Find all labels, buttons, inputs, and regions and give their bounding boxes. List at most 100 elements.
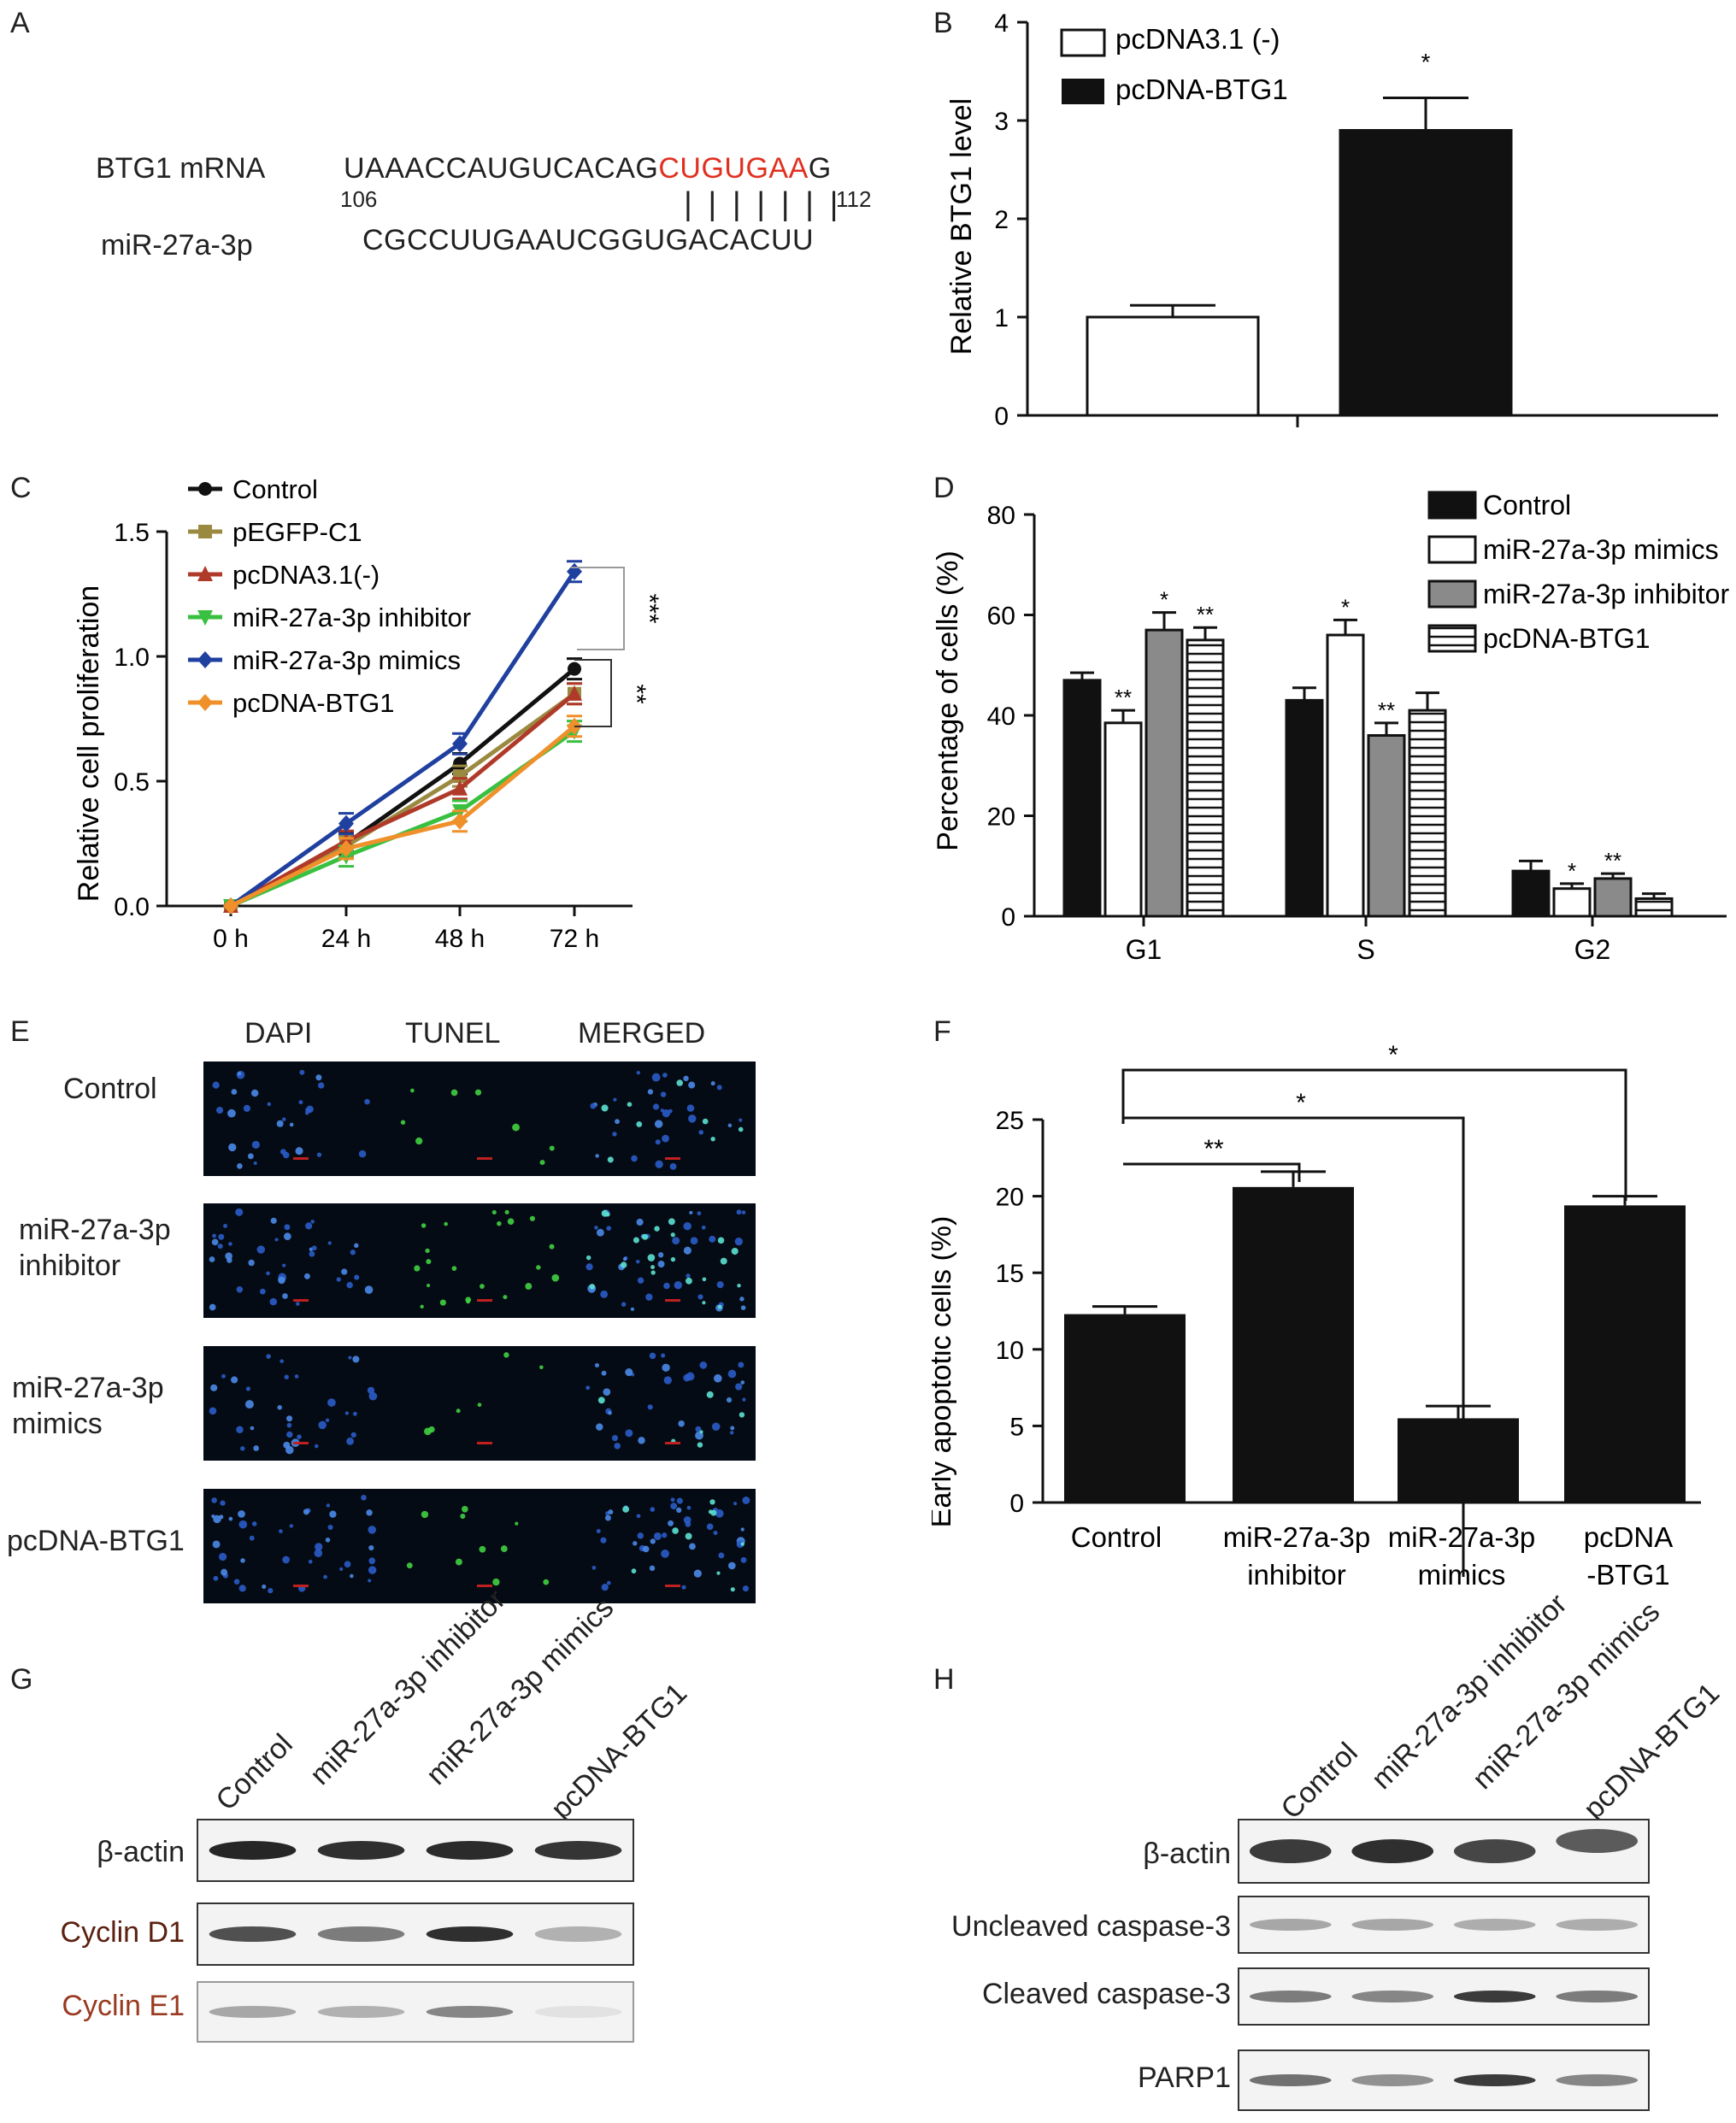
chart-c-legend-label: pcDNA-BTG1 — [232, 688, 394, 718]
dapi-nucleus — [281, 1117, 286, 1121]
dapi-nucleus — [209, 1303, 216, 1311]
dapi-nucleus — [236, 1426, 244, 1434]
dapi-nucleus — [604, 1514, 611, 1521]
dapi-nucleus — [699, 1361, 708, 1369]
tunel-positive-cell — [466, 1299, 471, 1304]
tunel-image-mimics — [203, 1346, 756, 1461]
dapi-nucleus — [661, 1549, 669, 1558]
position-start: 106 — [340, 186, 378, 212]
dapi-nucleus — [741, 1210, 746, 1214]
dapi-nucleus — [220, 1500, 226, 1506]
tunel-col-dapi: DAPI — [244, 1017, 313, 1050]
dapi-nucleus — [350, 1432, 356, 1438]
dapi-nucleus — [681, 1585, 686, 1590]
tunel-positive-cell — [507, 1218, 515, 1226]
dapi-nucleus — [633, 1541, 638, 1546]
dapi-nucleus — [310, 1220, 315, 1224]
scale-bar — [665, 1442, 680, 1444]
dapi-nucleus — [303, 1273, 310, 1279]
dapi-nucleus — [221, 1568, 228, 1576]
dapi-nucleus — [655, 1160, 663, 1168]
dapi-nucleus — [217, 1244, 223, 1250]
dapi-nucleus — [739, 1118, 743, 1122]
dapi-nucleus — [368, 1526, 377, 1534]
chart-c-legend-label: Control — [232, 474, 318, 504]
dapi-nucleus — [668, 1520, 674, 1526]
dapi-nucleus — [253, 1161, 257, 1166]
blot-band — [1556, 1919, 1639, 1931]
dapi-nucleus — [305, 1222, 313, 1230]
dapi-nucleus — [709, 1235, 716, 1243]
chart-c-ytick-label: 1.0 — [114, 644, 150, 672]
dapi-nucleus — [251, 1521, 257, 1526]
blot-band — [426, 1841, 514, 1860]
dapi-nucleus — [223, 1223, 227, 1228]
dapi-nucleus — [600, 1537, 607, 1544]
btg1-mrna-label: BTG1 mRNA — [96, 152, 266, 185]
dapi-nucleus — [688, 1114, 697, 1123]
tunel-image-inhibitor — [203, 1203, 756, 1318]
chart-c-series-line — [229, 570, 577, 909]
tunel-positive-cell — [738, 1126, 744, 1132]
dapi-nucleus — [278, 1276, 285, 1285]
chart-d-bar — [1552, 887, 1592, 918]
blot-band — [1453, 1991, 1536, 2002]
dapi-nucleus — [251, 1140, 260, 1149]
dapi-nucleus — [209, 1407, 217, 1415]
g-lane-mimics: miR-27a-3p mimics — [420, 1591, 621, 1791]
dapi-nucleus — [606, 1226, 612, 1231]
dapi-nucleus — [289, 1122, 294, 1127]
dapi-nucleus — [636, 1218, 644, 1226]
dapi-nucleus — [286, 1422, 292, 1428]
dapi-nucleus — [240, 1446, 245, 1451]
dapi-nucleus — [283, 1441, 291, 1449]
dapi-nucleus — [216, 1106, 224, 1114]
dapi-nucleus — [655, 1139, 661, 1145]
dapi-nucleus — [269, 1297, 278, 1306]
chart-f-sig-btg1: * — [1388, 1041, 1398, 1069]
h-row-actin: β-actin — [1143, 1838, 1231, 1870]
dapi-nucleus — [614, 1443, 621, 1450]
chart-b-ylabel: Relative BTG1 level — [945, 98, 978, 355]
blot-band — [1351, 1919, 1434, 1931]
h-blot-parp1 — [1238, 2049, 1650, 2111]
h-lane-btg1: pcDNA-BTG1 — [1577, 1677, 1727, 1826]
dapi-nucleus — [259, 1288, 266, 1295]
tunel-positive-cell — [647, 1254, 656, 1261]
dapi-nucleus — [608, 1410, 612, 1415]
blot-band — [1453, 1839, 1536, 1863]
chart-f-sig-inhibitor: ** — [1203, 1135, 1224, 1163]
chart-f-ylabel: Early apoptotic cells (%) — [932, 1216, 957, 1528]
chart-c-point — [567, 685, 582, 701]
tunel-positive-cell — [685, 1532, 692, 1540]
scale-bar — [477, 1442, 492, 1444]
tunel-positive-cell — [716, 1571, 721, 1575]
blot-band — [534, 1926, 622, 1942]
tunel-positive-cell — [479, 1545, 486, 1553]
chart-f-bar — [1064, 1314, 1186, 1503]
dapi-nucleus — [742, 1497, 750, 1504]
dapi-nucleus — [336, 1277, 341, 1282]
tunel-positive-cell — [504, 1209, 509, 1214]
dapi-nucleus — [672, 1237, 680, 1245]
dapi-nucleus — [726, 1397, 733, 1403]
dapi-nucleus — [240, 1558, 245, 1563]
dapi-nucleus — [267, 1102, 272, 1107]
dapi-nucleus — [622, 1256, 627, 1261]
tunel-positive-cell — [699, 1430, 703, 1434]
dapi-nucleus — [645, 1293, 653, 1301]
dapi-nucleus — [348, 1356, 352, 1360]
legend-b-0: pcDNA3.1 (-) — [1115, 23, 1280, 55]
dapi-nucleus — [621, 1302, 627, 1307]
dapi-nucleus — [298, 1100, 303, 1105]
dapi-nucleus — [733, 1502, 738, 1506]
dapi-nucleus — [653, 1532, 662, 1540]
chart-c-sig2: ** — [622, 684, 650, 704]
btg1-seq-seed: CUGUGAA — [658, 152, 809, 185]
tunel-positive-cell — [421, 1510, 429, 1519]
chart-d-legend-swatch — [1427, 535, 1477, 564]
dapi-nucleus — [739, 1297, 744, 1302]
dapi-nucleus — [299, 1069, 305, 1075]
h-row-parp1: PARP1 — [1138, 2061, 1231, 2094]
tunel-positive-cell — [462, 1505, 468, 1513]
